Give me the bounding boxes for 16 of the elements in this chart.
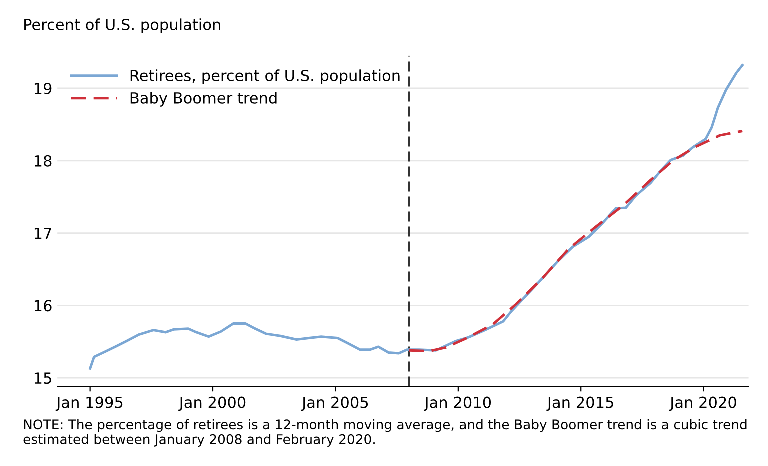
line-series	[408, 130, 744, 353]
y-tick-label: 19	[34, 82, 52, 95]
y-tick-label: 15	[34, 372, 52, 384]
x-tick-label: Jan 2015	[546, 396, 614, 412]
x-tick-label: Jan 2020	[669, 396, 736, 412]
x-tick-label: Jan 2000	[178, 396, 246, 412]
legend-label: Retirees, percent of U.S. population	[130, 70, 400, 84]
y-tick-label: 16	[34, 300, 52, 312]
y-tick-label: 18	[34, 155, 52, 167]
x-tick-label: Jan 2010	[424, 396, 492, 412]
legend-label: Baby Boomer trend	[130, 92, 277, 107]
x-tick-label: Jan 2005	[301, 396, 368, 412]
y-axis-title: Percent of U.S. population	[24, 18, 220, 34]
y-tick-label: 17	[34, 228, 52, 240]
x-tick-label: Jan 1995	[56, 396, 123, 412]
text: NOTE: The percentage of retirees is a 12-month moving average, and the Baby Boomer trend is a cubic trend estimated between January 2008 and February 2020.	[24, 419, 747, 447]
